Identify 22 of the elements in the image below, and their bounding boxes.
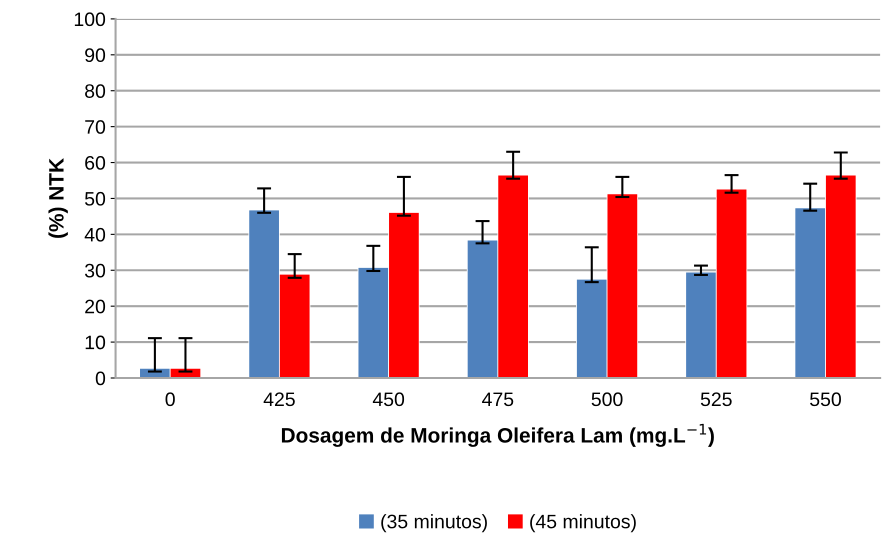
y-tick-label: 60 [85,156,106,170]
y-tick-label: 30 [84,264,106,278]
y-axis-title: (%) NTK [48,158,68,238]
y-tick-label: 80 [85,84,106,98]
y-tick-label: 20 [85,300,106,314]
legend-label: (35 minutos) [381,514,487,532]
y-tick-label: 100 [74,12,106,26]
y-tick-label: 10 [86,336,106,350]
x-axis-title: Dosagem de Moringa Oleifera Lam (mg.L$^{−1}$) [282,424,714,447]
x-tick-label: 525 [700,392,732,406]
x-tick-label: 0 [166,392,175,406]
x-tick-label: 500 [592,392,623,406]
y-tick-label: 0 [96,371,106,386]
legend-label: (45 minutos) [530,514,636,532]
y-tick-label: 50 [85,192,106,206]
x-tick-label: 550 [810,392,841,406]
x-tick-label: 450 [372,392,404,406]
y-tick-label: 40 [84,228,106,242]
y-tick-label: 70 [85,120,106,134]
y-tick-label: 90 [85,48,106,62]
x-tick-label: 475 [482,392,514,406]
x-tick-label: 425 [264,392,295,406]
